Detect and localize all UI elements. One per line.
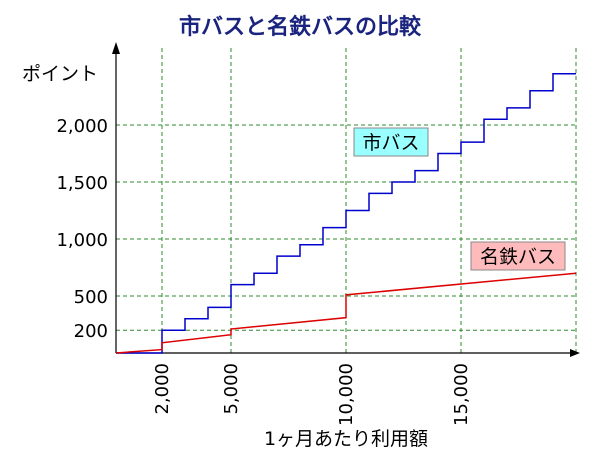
chart-title: 市バスと名鉄バスの比較: [179, 14, 422, 40]
y-axis-label: ポイント: [22, 63, 98, 85]
y-axis-arrow: [112, 42, 120, 54]
series-line-city-bus: [116, 72, 576, 354]
y-tick-label: 1,000: [56, 230, 108, 251]
x-tick-label: 15,000: [451, 363, 472, 426]
y-tick-label: 1,500: [56, 173, 108, 194]
y-tick-label: 2,000: [56, 116, 108, 137]
y-tick-label: 200: [74, 321, 108, 342]
legend-city-bus: 市バス: [353, 127, 429, 157]
legend-city-bus-box: [353, 127, 429, 157]
x-tick-label: 10,000: [336, 363, 357, 426]
x-tick-label: 5,000: [221, 363, 242, 415]
series-line-meitetsu-bus: [115, 272, 577, 354]
legend-meitetsu-bus-text: 名鉄バス: [480, 246, 556, 268]
legend-meitetsu-bus-box: [470, 241, 566, 271]
x-axis-arrow: [570, 349, 580, 357]
legend-city-bus-text: 市バス: [362, 132, 419, 154]
y-tick-label: 500: [74, 287, 108, 308]
legend-meitetsu-bus: 名鉄バス: [470, 241, 566, 271]
x-tick-label: 2,000: [152, 363, 173, 415]
x-axis-label: 1ヶ月あたり利用額: [264, 428, 428, 450]
